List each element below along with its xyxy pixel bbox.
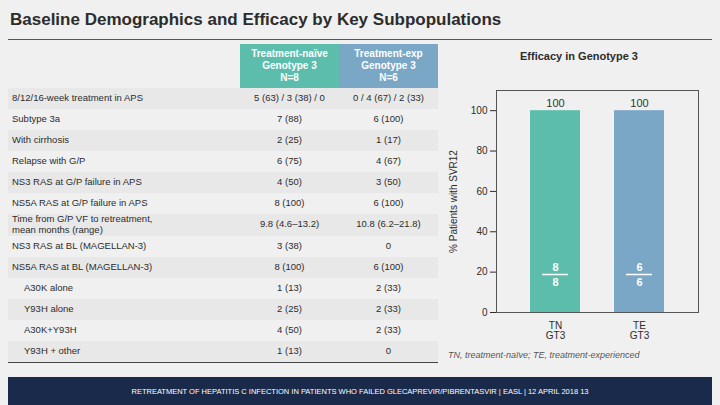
html-text:Relapse with G/P: Relapse with G/P [12, 155, 86, 166]
html-text:Y93H + other: Y93H + other [24, 344, 81, 356]
html-text:NS5A RAS at BL (MAGELLAN-3): NS5A RAS at BL (MAGELLAN-3) [12, 260, 153, 272]
html-text:A30K+Y93H: A30K+Y93H [24, 323, 77, 335]
html-text:2 (33): 2 (33) [376, 302, 401, 314]
html-text:2 (33): 2 (33) [376, 281, 401, 293]
svg-text:8: 8 [552, 276, 558, 288]
html-text:5 (63) / 3 (38) / 0: 5 (63) / 3 (38) / 0 [254, 92, 325, 103]
html-text:Treatment-exp Genotype 3 N=6: Treatment-exp Genotype 3 N=6 [354, 48, 423, 83]
svg-text:80: 80 [476, 145, 488, 156]
html-text:Efficacy in Genotype 3: Efficacy in Genotype 3 [520, 50, 638, 62]
html-text:A30K alone: A30K alone [24, 281, 74, 293]
html-text:1 (13): 1 (13) [277, 344, 302, 356]
svg-text:6: 6 [636, 276, 642, 288]
svg-text:40: 40 [476, 226, 488, 237]
html-text:Time from G/P VF to retreatmen: Time from G/P VF to retreatment, mean mo… [12, 213, 153, 235]
html-text:6 (100): 6 (100) [373, 197, 404, 208]
html-text:3 (38): 3 (38) [277, 239, 302, 251]
html-text:Treatment-naïve Genotype 3 N=8: Treatment-naïve Genotype 3 N=8 [251, 48, 328, 83]
html-text:Baseline Demographics and Effi: Baseline Demographics and Efficacy by Ke… [10, 10, 502, 29]
html-text:0 / 4 (67) / 2 (33): 0 / 4 (67) / 2 (33) [353, 92, 424, 103]
html-text:8/12/16-week treatment in APS: 8/12/16-week treatment in APS [12, 92, 143, 103]
svg-text:100: 100 [471, 105, 488, 116]
svg-text:100: 100 [546, 97, 564, 109]
html-text:8 (100): 8 (100) [274, 260, 305, 272]
html-text:9.8 (4.6–13.2): 9.8 (4.6–13.2) [259, 218, 320, 230]
html-text:6 (100): 6 (100) [373, 260, 404, 272]
html-text:4 (50): 4 (50) [277, 323, 302, 335]
html-text:4 (50): 4 (50) [277, 176, 302, 187]
html-text:2 (25): 2 (25) [277, 134, 302, 145]
html-text:With cirrhosis: With cirrhosis [12, 134, 69, 145]
html-text:TN, treatment-naïve; TE, treat: TN, treatment-naïve; TE, treatment-exper… [448, 350, 640, 360]
html-text:RETREATMENT OF HEPATITIS C INF: RETREATMENT OF HEPATITIS C INFECTION IN … [131, 386, 589, 396]
html-text:NS3 RAS at BL (MAGELLAN-3): NS3 RAS at BL (MAGELLAN-3) [12, 239, 147, 251]
svg-text:0: 0 [482, 307, 488, 318]
html-text:6 (100): 6 (100) [373, 113, 404, 124]
html-text:3 (50): 3 (50) [376, 176, 401, 187]
html-text:1 (17): 1 (17) [376, 134, 401, 145]
svg-text:TNGT3: TNGT3 [546, 320, 566, 341]
html-text:Subtype 3a: Subtype 3a [12, 113, 61, 124]
html-text:0: 0 [385, 239, 392, 251]
svg-text:6: 6 [636, 261, 642, 273]
html-text:7 (88): 7 (88) [277, 113, 302, 124]
html-text:0: 0 [385, 344, 392, 356]
html-text:10.8 (6.2–21.8): 10.8 (6.2–21.8) [356, 218, 421, 230]
html-text:NS5A RAS at G/P failure in APS: NS5A RAS at G/P failure in APS [12, 197, 148, 208]
svg-text:8: 8 [552, 261, 558, 273]
html-text:2 (25): 2 (25) [277, 302, 302, 314]
html-text:NS3 RAS at G/P failure in APS: NS3 RAS at G/P failure in APS [12, 176, 142, 187]
svg-text:20: 20 [476, 266, 488, 277]
svg-text:100: 100 [630, 97, 648, 109]
html-text:6 (75): 6 (75) [277, 155, 302, 166]
html-text:1 (13): 1 (13) [277, 281, 302, 293]
html-text:Y93H alone: Y93H alone [24, 302, 74, 314]
html-text:4 (67): 4 (67) [376, 155, 401, 166]
svg-text:TEGT3: TEGT3 [630, 320, 650, 341]
svg-text:% Patients with SVR12: % Patients with SVR12 [448, 150, 459, 253]
html-text:8 (100): 8 (100) [274, 197, 305, 208]
svg-text:60: 60 [476, 186, 488, 197]
html-text:2 (33): 2 (33) [376, 323, 401, 335]
